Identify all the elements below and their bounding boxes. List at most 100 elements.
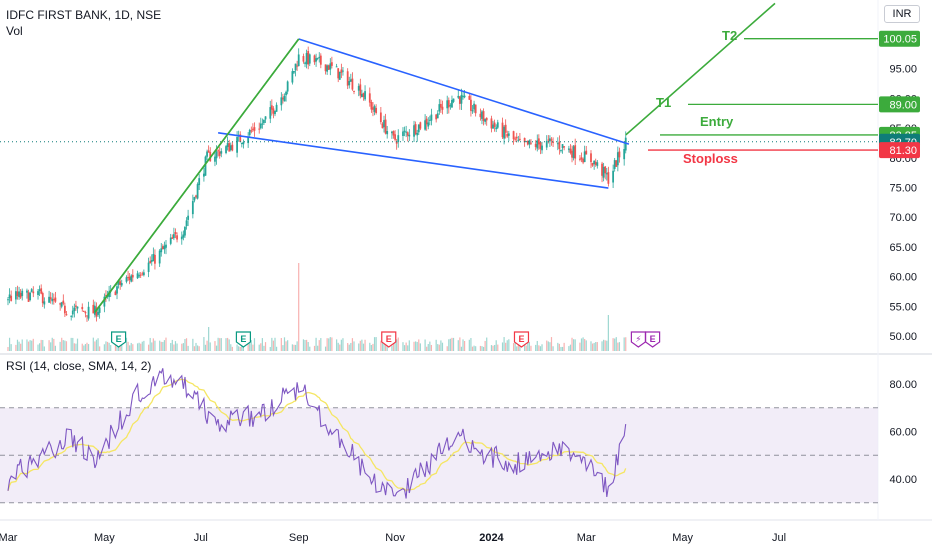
volume-bar [340,339,342,351]
candle-body [594,161,597,165]
volume-bar [459,337,461,351]
volume-bar [162,341,164,351]
rsi-band [0,407,878,503]
volume-bar [394,341,396,351]
candle-body [503,126,505,139]
candle-body [141,273,144,275]
candle-body [537,138,540,145]
volume-bar [482,346,485,351]
volume-bar [320,338,322,351]
volume-bar [132,344,134,351]
candle-body [430,114,433,121]
candle-body [556,143,559,145]
candle-body [406,132,409,136]
candle-body [361,93,363,97]
candle-body [517,139,520,141]
currency-button[interactable]: INR [884,5,920,23]
volume-bar [550,337,553,351]
volume-bar [350,342,352,351]
volume-bar [385,345,387,351]
volume-bar [70,337,72,351]
candle-body [329,63,332,70]
volume-bar [136,343,139,351]
candle-body [125,277,128,282]
candle-body [240,142,243,145]
candle-body [514,138,517,140]
volume-bar [336,339,338,351]
candle-body [615,160,618,167]
volume-bar [326,338,328,351]
volume-bar [18,341,20,351]
volume-bar [527,337,529,351]
volume-bar [563,342,565,351]
volume-bar [84,344,87,351]
earnings-event-label: E [386,334,392,344]
earnings-event-label: E [240,334,246,344]
candle-body [484,119,487,122]
candle-body [154,254,156,264]
candle-body [583,151,586,163]
candle-body [92,304,95,314]
candle-body [54,297,57,302]
volume-bar [329,337,331,351]
annotation-stoploss-label: Stoploss [683,151,738,166]
volume-bar [403,345,406,351]
volume-bar [342,338,344,351]
candle-body [605,173,608,175]
candle-body [474,104,477,114]
candle-body [612,170,615,183]
volume-bar [170,343,172,351]
earnings-event-icon [381,331,397,348]
volume-bar [364,339,366,351]
volume-bar [380,340,382,351]
candle-body [452,98,455,102]
volume-bar [274,337,276,351]
candle-body [285,91,287,96]
candle-body [319,55,322,65]
volume-bar [449,338,451,351]
candle-body [131,274,134,278]
rsi-tick-label: 60.00 [889,427,917,439]
candle-body [405,131,408,133]
volume-bar [38,343,41,351]
price-axis-tag-label: 89.00 [889,99,917,111]
volume-bar [42,340,44,351]
candle-body [185,220,188,227]
candle-body [569,148,572,153]
time-tick-label: Sep [289,532,309,544]
volume-bar [271,337,273,351]
candle-body [203,173,205,177]
candle-body [362,93,365,98]
candle-body [10,295,13,301]
volume-bar [159,340,161,351]
earnings-event-icon [235,331,252,348]
candle-body [29,292,32,300]
candle-body [60,302,63,307]
candle-body [436,113,439,119]
volume-bar [72,337,74,351]
candle-body [563,146,566,148]
candle-body [229,145,232,151]
price-tick-label: 60.00 [889,272,917,284]
candle-body [8,294,11,299]
candle-body [282,97,284,100]
volume-bar [217,337,219,351]
candle-body [263,119,265,124]
volume-bar [512,343,515,351]
volume-bar [539,346,542,351]
candle-body [21,290,24,296]
candle-body [561,144,564,149]
candle-body [550,139,553,141]
volume-bar [579,342,581,351]
volume-bar [7,346,9,351]
candle-body [19,292,22,298]
candle-body [258,128,261,130]
volume-bar [125,337,128,351]
volume-bar [407,345,409,351]
volume-bar [607,315,609,351]
volume-bar [160,341,162,351]
volume-bar [391,345,393,351]
price-axis-tag [879,30,920,47]
volume-bar [298,263,300,351]
